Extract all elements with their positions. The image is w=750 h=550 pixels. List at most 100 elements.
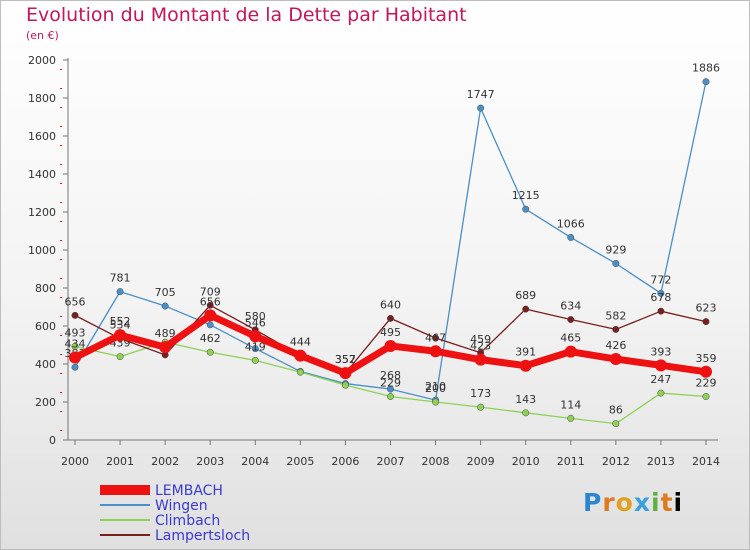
data-point xyxy=(657,307,665,315)
data-label: 229 xyxy=(380,376,401,389)
data-label: 114 xyxy=(560,398,581,411)
legend-label-climbach: Climbach xyxy=(155,513,220,529)
data-label: 495 xyxy=(380,326,401,339)
data-point xyxy=(159,341,172,354)
data-label: 580 xyxy=(245,310,266,323)
data-point xyxy=(71,311,79,319)
data-point xyxy=(341,381,349,389)
x-tick-label: 2005 xyxy=(286,455,314,468)
data-point xyxy=(294,349,307,362)
data-point xyxy=(609,353,622,366)
data-point xyxy=(564,345,577,358)
y-tick-label: 1600 xyxy=(28,130,56,143)
data-label: 247 xyxy=(650,373,671,386)
data-label: 1886 xyxy=(692,62,720,75)
data-label: 393 xyxy=(650,345,671,358)
data-label: 929 xyxy=(605,243,626,256)
data-label: 434 xyxy=(65,338,86,351)
data-point xyxy=(69,351,81,364)
data-label: 689 xyxy=(515,289,536,302)
x-tick-label: 2003 xyxy=(196,455,224,468)
data-label: 552 xyxy=(110,315,131,328)
data-label: 391 xyxy=(515,346,536,359)
data-point xyxy=(249,330,262,343)
data-point xyxy=(657,389,665,397)
data-point xyxy=(699,365,712,378)
data-point xyxy=(612,420,620,428)
data-label: 709 xyxy=(200,285,221,298)
data-label: 352 xyxy=(335,353,356,366)
data-label: 359 xyxy=(695,352,716,365)
x-tick-label: 2008 xyxy=(422,455,450,468)
data-label: 623 xyxy=(695,302,716,315)
data-label: 1747 xyxy=(467,88,495,101)
y-tick-label: 400 xyxy=(35,358,56,371)
data-point xyxy=(567,234,575,241)
x-tick-label: 2011 xyxy=(557,455,585,468)
data-label: 582 xyxy=(605,309,626,322)
legend-label-lembach: LEMBACH xyxy=(155,483,223,499)
data-point xyxy=(251,356,259,364)
data-point xyxy=(251,345,259,353)
data-point xyxy=(567,316,575,323)
data-label: 493 xyxy=(65,326,86,339)
data-point xyxy=(387,314,394,322)
x-tick-label: 2009 xyxy=(467,455,495,468)
data-label: 1215 xyxy=(512,189,540,202)
data-label: 705 xyxy=(155,286,176,299)
data-point xyxy=(522,409,530,417)
x-tick-label: 2004 xyxy=(241,455,269,468)
data-point xyxy=(432,398,440,406)
data-point xyxy=(114,329,127,342)
data-label: 534 xyxy=(110,319,131,332)
y-tick-label: 1200 xyxy=(28,206,56,219)
data-label: 465 xyxy=(560,332,581,345)
x-tick-label: 2014 xyxy=(692,455,720,468)
data-point xyxy=(116,353,124,361)
proxiti-logo: Proxiti xyxy=(583,488,684,517)
chart-subtitle: (en €) xyxy=(26,29,59,42)
data-point xyxy=(71,342,79,350)
data-point xyxy=(567,414,575,422)
data-point xyxy=(612,325,620,333)
data-point xyxy=(296,368,304,376)
data-label: 634 xyxy=(560,300,581,313)
data-point xyxy=(387,385,394,393)
x-tick-label: 2012 xyxy=(602,455,630,468)
data-label: 423 xyxy=(470,340,491,353)
data-point xyxy=(206,321,214,329)
legend-label-lampertsloch: Lampertsloch xyxy=(155,528,250,544)
x-tick-label: 2010 xyxy=(512,455,540,468)
data-point xyxy=(519,359,532,372)
data-point xyxy=(654,359,667,372)
data-label: 86 xyxy=(609,404,623,417)
data-label: 459 xyxy=(470,333,491,346)
x-tick-label: 2002 xyxy=(151,455,179,468)
chart-title: Evolution du Montant de la Dette par Hab… xyxy=(26,4,467,26)
data-label: 419 xyxy=(245,340,266,353)
legend-label-wingen: Wingen xyxy=(155,498,208,514)
x-tick-label: 2007 xyxy=(376,455,404,468)
y-tick-label: 2000 xyxy=(28,54,56,67)
data-point xyxy=(116,288,124,296)
data-label: 200 xyxy=(425,382,446,395)
data-point xyxy=(702,393,710,400)
data-label: 678 xyxy=(650,291,671,304)
data-label: 143 xyxy=(515,393,536,406)
data-point xyxy=(702,318,710,326)
data-label: 426 xyxy=(605,339,626,352)
data-point xyxy=(474,353,487,366)
data-point xyxy=(161,302,169,310)
x-tick-label: 2001 xyxy=(106,455,134,468)
data-point xyxy=(477,104,485,112)
data-label: 229 xyxy=(695,376,716,389)
y-tick-label: 0 xyxy=(49,434,56,447)
y-tick-label: 1400 xyxy=(28,168,56,181)
y-tick-label: 1000 xyxy=(28,244,56,257)
data-point xyxy=(702,78,710,86)
series-line-wingen xyxy=(74,81,707,401)
data-label: 656 xyxy=(65,295,86,308)
data-point xyxy=(384,339,397,352)
data-point xyxy=(429,345,442,358)
